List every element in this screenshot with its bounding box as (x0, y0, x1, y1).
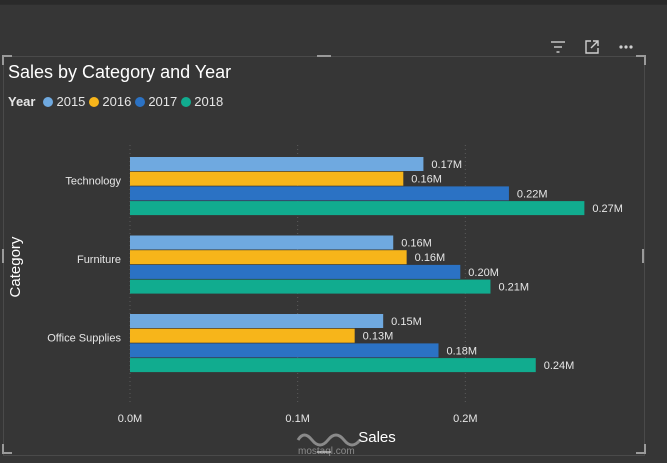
legend-dot-2 (135, 96, 146, 107)
resize-handle-top[interactable] (317, 55, 331, 57)
bar-0-3[interactable] (130, 201, 585, 216)
legend-label-2: 2017 (148, 94, 178, 109)
data-label-0-1: 0.16M (411, 174, 442, 186)
visual-header-toolbar (548, 38, 636, 56)
legend-item-3[interactable]: 2018 (181, 94, 223, 109)
focus-mode-icon[interactable] (582, 38, 602, 56)
x-tick-label-2: 0.2M (453, 413, 477, 425)
bar-1-3[interactable] (130, 279, 491, 294)
legend-item-0[interactable]: 2015 (43, 94, 85, 109)
y-axis-title: Category (7, 236, 24, 297)
legend-title: Year (8, 94, 36, 109)
legend-dot-0 (43, 96, 54, 107)
data-label-1-1: 0.16M (415, 252, 446, 264)
x-tick-label-1: 0.1M (285, 413, 309, 425)
resize-handle-right[interactable] (642, 249, 644, 263)
data-label-0-0: 0.17M (431, 159, 462, 171)
bar-1-1[interactable] (130, 250, 407, 265)
legend-item-1[interactable]: 2016 (89, 94, 131, 109)
data-label-2-3: 0.24M (544, 360, 575, 372)
bar-1-2[interactable] (130, 264, 461, 279)
resize-handle-bottom[interactable] (317, 451, 331, 453)
legend-label-0: 2015 (56, 94, 86, 109)
bar-2-1[interactable] (130, 328, 355, 343)
legend-item-2[interactable]: 2017 (135, 94, 177, 109)
data-label-1-3: 0.21M (498, 282, 529, 294)
filter-icon[interactable] (548, 38, 568, 56)
data-label-1-2: 0.20M (468, 267, 499, 279)
bar-2-3[interactable] (130, 358, 536, 373)
bar-0-0[interactable] (130, 157, 424, 171)
legend-label-1: 2016 (102, 94, 132, 109)
bar-2-0[interactable] (130, 314, 384, 328)
legend-dot-3 (181, 96, 192, 107)
data-label-0-3: 0.27M (592, 203, 623, 215)
y-category-label-1: Furniture (77, 254, 121, 266)
resize-handle-top-right[interactable] (636, 55, 646, 65)
more-options-icon[interactable] (616, 38, 636, 56)
resize-handle-bottom-right[interactable] (636, 444, 646, 454)
bar-2-2[interactable] (130, 343, 439, 358)
bar-1-0[interactable] (130, 235, 394, 250)
chart-title: Sales by Category and Year (8, 62, 232, 82)
resize-handle-top-left[interactable] (2, 55, 12, 65)
resize-handle-bottom-left[interactable] (2, 444, 12, 454)
x-axis-title: Sales (358, 429, 396, 446)
resize-handle-left[interactable] (2, 249, 4, 263)
bar-0-2[interactable] (130, 186, 509, 201)
watermark: mostaql.com (290, 418, 380, 463)
legend-dot-1 (89, 96, 100, 107)
y-category-label-0: Technology (65, 175, 121, 187)
y-category-label-2: Office Supplies (47, 332, 121, 344)
data-label-2-1: 0.13M (363, 331, 394, 343)
bar-0-1[interactable] (130, 171, 404, 186)
legend-label-3: 2018 (194, 94, 224, 109)
watermark-text: mostaql.com (298, 446, 355, 457)
chart-legend: Year 2015 2016 2017 2018 (8, 94, 227, 109)
watermark-logo-mark (296, 433, 362, 447)
data-label-0-2: 0.22M (517, 188, 548, 200)
x-tick-label-0: 0.0M (118, 413, 142, 425)
window-top-bar (0, 0, 667, 5)
data-label-2-2: 0.18M (447, 345, 478, 357)
data-label-1-0: 0.16M (401, 238, 432, 250)
data-label-2-0: 0.15M (391, 316, 422, 328)
